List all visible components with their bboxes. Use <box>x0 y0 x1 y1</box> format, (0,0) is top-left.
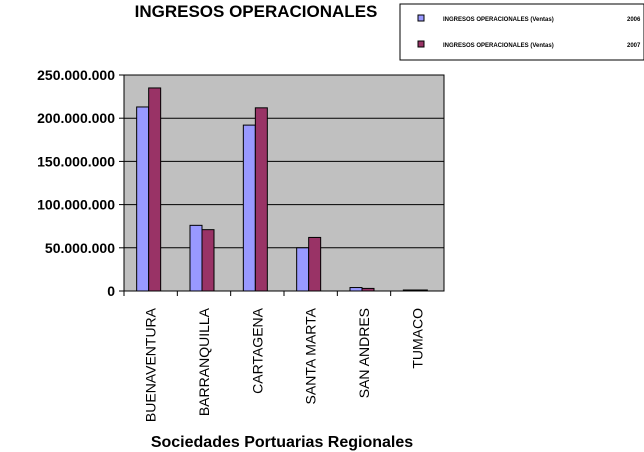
bar-2006-barranquilla <box>189 224 203 292</box>
plot-area <box>123 74 445 292</box>
legend-swatch <box>417 40 425 48</box>
x-tick-label: BARRANQUILLA <box>196 307 212 416</box>
bar-2006-santa-marta <box>296 247 310 292</box>
x-axis: BUENAVENTURA BARRANQUILLA CARTAGENA SANTA M… <box>123 290 444 422</box>
bar-2006-cartagena <box>242 124 256 292</box>
bars <box>136 87 428 292</box>
y-tick-label: 150.000.000 <box>37 153 115 169</box>
x-tick-label: SANTA MARTA <box>303 307 319 404</box>
y-axis: 250.000.000 200.000.000 150.000.000 100.000… <box>37 67 125 299</box>
legend-label: INGRESOS OPERACIONALES (Ventas) <box>443 17 554 23</box>
legend-label: INGRESOS OPERACIONALES (Ventas) <box>443 43 554 49</box>
chart-title: INGRESOS OPERACIONALES <box>135 2 378 21</box>
y-tick-label: 0 <box>107 283 115 299</box>
x-tick-label: CARTAGENA <box>249 307 265 393</box>
legend-swatch <box>417 14 425 22</box>
x-tick-label: SAN ANDRES <box>356 308 372 398</box>
x-tick-label: TUMACO <box>409 308 425 369</box>
legend-box <box>399 3 644 61</box>
bar-2006-san-andres <box>349 287 363 292</box>
bar-2007-buenaventura <box>148 87 162 292</box>
y-tick-label: 50.000.000 <box>45 240 115 256</box>
bar-2007-barranquilla <box>201 229 215 292</box>
y-tick-label: 100.000.000 <box>37 197 115 213</box>
bar-2007-santa-marta <box>308 236 322 292</box>
y-tick-label: 250.000.000 <box>37 67 115 83</box>
legend-year: 2007 <box>627 43 641 49</box>
bar-2006-buenaventura <box>136 106 150 292</box>
gridlines <box>124 117 444 249</box>
bar-2007-cartagena <box>254 107 268 292</box>
x-axis-title: Sociedades Portuarias Regionales <box>151 434 413 451</box>
legend: INGRESOS OPERACIONALES (Ventas) 2006 INGRE… <box>399 3 644 61</box>
x-tick-label: BUENAVENTURA <box>143 307 159 422</box>
y-tick-label: 200.000.000 <box>37 110 115 126</box>
legend-year: 2006 <box>627 17 641 23</box>
